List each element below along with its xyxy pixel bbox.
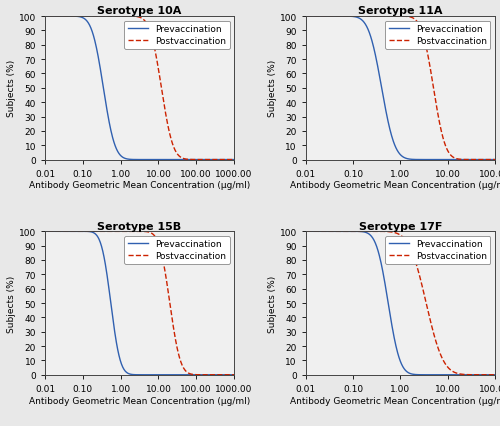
Postvaccination: [406, 244, 412, 249]
Prevaccination: [156, 372, 162, 377]
Postvaccination: [467, 372, 473, 377]
Postvaccination: [156, 75, 162, 80]
Postvaccination: [288, 229, 294, 234]
X-axis label: Antibody Geometric Mean Concentration (μg/ml): Antibody Geometric Mean Concentration (μ…: [29, 396, 250, 405]
Postvaccination: [394, 14, 400, 20]
Prevaccination: [30, 14, 36, 20]
Postvaccination: [131, 14, 137, 20]
Prevaccination: [406, 371, 412, 376]
Prevaccination: [145, 158, 151, 163]
Line: Postvaccination: Postvaccination: [292, 232, 500, 375]
Title: Serotype 11A: Serotype 11A: [358, 6, 442, 16]
Line: Postvaccination: Postvaccination: [34, 232, 246, 375]
Legend: Prevaccination, Postvaccination: Prevaccination, Postvaccination: [124, 236, 230, 264]
Postvaccination: [132, 15, 138, 20]
Prevaccination: [30, 229, 36, 234]
Line: Prevaccination: Prevaccination: [292, 17, 500, 160]
Postvaccination: [132, 229, 138, 234]
X-axis label: Antibody Geometric Mean Concentration (μg/ml): Antibody Geometric Mean Concentration (μ…: [29, 181, 250, 190]
X-axis label: Antibody Geometric Mean Concentration (μg/ml): Antibody Geometric Mean Concentration (μ…: [290, 396, 500, 405]
Legend: Prevaccination, Postvaccination: Prevaccination, Postvaccination: [385, 236, 490, 264]
Postvaccination: [406, 15, 412, 20]
Title: Serotype 17F: Serotype 17F: [359, 221, 442, 231]
Postvaccination: [238, 158, 244, 163]
Prevaccination: [468, 158, 473, 163]
Postvaccination: [288, 14, 294, 20]
Title: Serotype 15B: Serotype 15B: [98, 221, 182, 231]
Prevaccination: [132, 158, 138, 163]
Prevaccination: [242, 158, 248, 163]
Postvaccination: [30, 14, 36, 20]
Prevaccination: [288, 14, 294, 20]
Legend: Prevaccination, Postvaccination: Prevaccination, Postvaccination: [124, 22, 230, 49]
Prevaccination: [288, 229, 294, 234]
Prevaccination: [392, 340, 398, 345]
X-axis label: Antibody Geometric Mean Concentration (μg/ml): Antibody Geometric Mean Concentration (μ…: [290, 181, 500, 190]
Line: Postvaccination: Postvaccination: [34, 17, 246, 160]
Postvaccination: [392, 14, 398, 20]
Y-axis label: Subjects (%): Subjects (%): [268, 60, 277, 117]
Prevaccination: [242, 372, 248, 377]
Y-axis label: Subjects (%): Subjects (%): [268, 275, 277, 332]
Postvaccination: [242, 372, 248, 377]
Postvaccination: [156, 245, 162, 250]
Y-axis label: Subjects (%): Subjects (%): [7, 60, 16, 117]
Prevaccination: [394, 147, 400, 152]
Prevaccination: [131, 372, 137, 377]
Prevaccination: [418, 158, 424, 163]
Prevaccination: [468, 372, 473, 377]
Prevaccination: [156, 158, 162, 163]
Line: Postvaccination: Postvaccination: [292, 17, 500, 160]
Line: Prevaccination: Prevaccination: [292, 232, 500, 375]
Prevaccination: [176, 158, 182, 163]
Prevaccination: [392, 144, 398, 149]
Postvaccination: [30, 229, 36, 234]
Prevaccination: [464, 158, 470, 163]
Postvaccination: [204, 158, 210, 163]
Postvaccination: [418, 28, 424, 33]
Prevaccination: [204, 372, 210, 377]
Prevaccination: [132, 372, 138, 377]
Postvaccination: [392, 230, 398, 236]
Postvaccination: [204, 372, 210, 377]
Legend: Prevaccination, Postvaccination: Prevaccination, Postvaccination: [385, 22, 490, 49]
Postvaccination: [235, 372, 241, 377]
Postvaccination: [418, 280, 424, 285]
Prevaccination: [131, 158, 137, 163]
Prevaccination: [238, 372, 244, 377]
Prevaccination: [170, 372, 175, 377]
Line: Prevaccination: Prevaccination: [34, 17, 246, 160]
Prevaccination: [204, 158, 210, 163]
Prevaccination: [418, 372, 424, 377]
Postvaccination: [467, 158, 473, 163]
Postvaccination: [145, 25, 151, 30]
Postvaccination: [145, 230, 151, 235]
Prevaccination: [394, 345, 400, 350]
Title: Serotype 10A: Serotype 10A: [98, 6, 182, 16]
Y-axis label: Subjects (%): Subjects (%): [7, 275, 16, 332]
Prevaccination: [145, 372, 151, 377]
Prevaccination: [406, 157, 412, 162]
Postvaccination: [394, 231, 400, 236]
Postvaccination: [131, 229, 137, 234]
Postvaccination: [242, 158, 248, 163]
Postvaccination: [238, 372, 244, 377]
Prevaccination: [238, 158, 244, 163]
Postvaccination: [234, 158, 239, 163]
Line: Prevaccination: Prevaccination: [34, 232, 246, 375]
Prevaccination: [462, 372, 468, 377]
